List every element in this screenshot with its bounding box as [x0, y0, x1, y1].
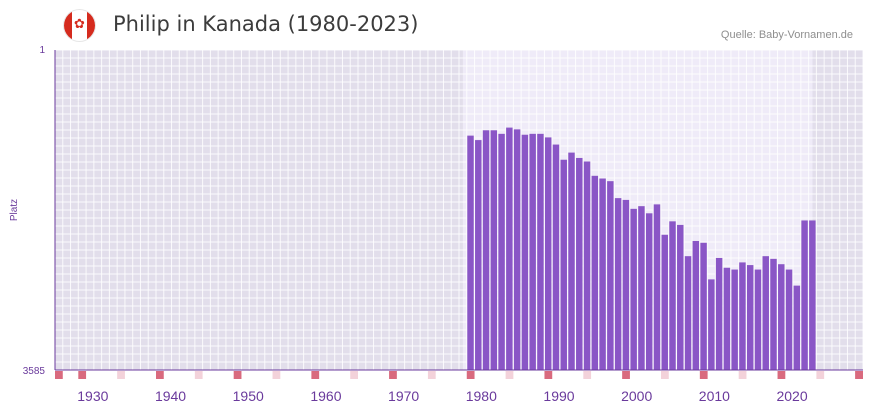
half-decade-marker — [350, 371, 358, 379]
maple-leaf-icon: ✿ — [74, 17, 85, 32]
half-decade-marker — [505, 371, 514, 379]
data-bar — [762, 256, 769, 370]
data-bar — [490, 130, 498, 370]
data-bar — [521, 134, 529, 370]
half-decade-marker — [583, 371, 592, 379]
y-tick-label: 1 — [39, 45, 45, 56]
source-label: Quelle: Baby-Vornamen.de — [720, 29, 853, 41]
x-tick-label: 2020 — [776, 388, 807, 404]
data-bar — [622, 199, 630, 370]
data-bar — [778, 264, 785, 370]
data-bar — [715, 257, 723, 370]
canada-flag-icon: ✿ — [64, 10, 95, 41]
y-axis-label: Platz — [9, 199, 20, 221]
half-decade-marker — [661, 371, 669, 379]
decade-marker — [311, 371, 320, 379]
data-bar — [537, 133, 544, 370]
data-bar — [638, 206, 645, 370]
data-bar — [645, 213, 653, 370]
data-bar — [475, 140, 482, 370]
data-bar — [614, 198, 622, 370]
decade-marker — [78, 371, 87, 379]
decade-marker — [233, 371, 242, 379]
data-bar — [591, 175, 599, 370]
data-bar — [700, 242, 707, 370]
data-bar — [754, 269, 762, 370]
data-bar — [669, 221, 676, 370]
data-bar — [653, 204, 661, 370]
data-bar — [560, 159, 567, 370]
half-decade-marker — [194, 371, 203, 379]
decade-marker — [156, 371, 164, 379]
data-bar — [482, 130, 490, 370]
data-bar — [583, 161, 591, 370]
decade-marker — [855, 371, 863, 379]
data-bar — [506, 127, 513, 370]
x-tick-label: 1970 — [388, 388, 419, 404]
data-bar — [708, 279, 715, 370]
x-tick-label: 1980 — [466, 388, 497, 404]
x-tick-label: 1930 — [77, 388, 108, 404]
x-tick-label: 1950 — [233, 388, 264, 404]
data-bar — [723, 267, 731, 370]
half-decade-marker — [816, 371, 825, 379]
y-tick-label: 3585 — [23, 366, 46, 377]
x-tick-label: 2010 — [699, 388, 730, 404]
x-tick-label: 1990 — [543, 388, 574, 404]
decade-marker — [777, 371, 786, 379]
decade-marker — [622, 371, 630, 379]
half-decade-marker — [738, 371, 747, 379]
decade-marker — [389, 371, 397, 379]
data-bar — [661, 234, 668, 370]
decade-marker — [699, 371, 708, 379]
data-bar — [607, 181, 614, 370]
data-bar — [801, 220, 808, 370]
half-decade-marker — [427, 371, 436, 379]
data-bar — [809, 220, 816, 370]
decade-marker — [466, 371, 475, 379]
data-bar — [544, 137, 552, 370]
data-bar — [677, 224, 684, 370]
data-bar — [684, 256, 692, 370]
data-bar — [576, 157, 583, 370]
data-bar — [599, 178, 606, 370]
data-bar — [467, 135, 474, 370]
data-bar — [770, 258, 777, 370]
decade-marker — [544, 371, 553, 379]
half-decade-marker — [117, 371, 125, 379]
data-bar — [498, 133, 505, 370]
data-bar — [746, 265, 754, 370]
data-bar — [529, 133, 536, 370]
data-bar — [552, 144, 560, 370]
data-bar — [513, 129, 521, 370]
decade-marker — [55, 371, 63, 379]
data-bar — [731, 269, 738, 370]
data-bar — [785, 269, 793, 370]
chart-title: Philip in Kanada (1980-2023) — [113, 12, 419, 36]
data-bar — [793, 285, 801, 370]
x-tick-label: 1960 — [310, 388, 341, 404]
data-bar — [739, 262, 746, 370]
data-bar — [568, 152, 575, 370]
data-bar — [630, 208, 637, 370]
x-tick-label: 2000 — [621, 388, 652, 404]
x-tick-label: 1940 — [155, 388, 186, 404]
half-decade-marker — [272, 371, 281, 379]
data-bar — [692, 240, 700, 370]
